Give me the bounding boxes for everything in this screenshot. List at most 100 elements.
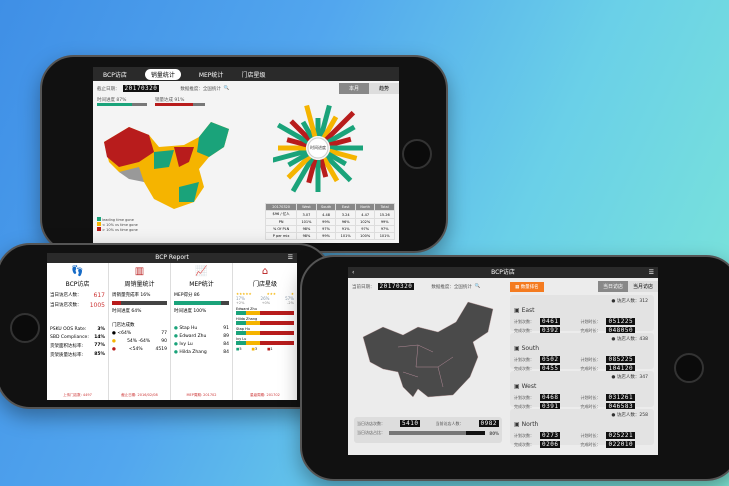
sales-dashboard-screen: BCP访店 销量统计 MEP统计 门店星级 截止日期： 20170320 数据推… xyxy=(93,67,399,243)
region-card-south[interactable]: ▣ South ● 访店人数：438 计划次数： 0502 计划时长： 085225 … xyxy=(510,333,654,372)
china-sales-map[interactable] xyxy=(99,117,239,212)
china-visit-map[interactable] xyxy=(358,297,498,407)
region-card-west[interactable]: ▣ West ● 访店人数：347 计划次数： 0468 计划时长： 031261 完… xyxy=(510,371,654,410)
table-cell: 99% xyxy=(315,232,337,240)
radial-segment[interactable] xyxy=(276,122,309,145)
radial-segment[interactable] xyxy=(290,157,315,193)
radial-segment[interactable] xyxy=(318,104,332,138)
tab-bcp[interactable]: BCP访店 xyxy=(103,71,127,79)
column-title: MEP统计 xyxy=(189,281,214,288)
table-cell: % Of PLN xyxy=(264,225,298,233)
table-header-cell: North xyxy=(354,203,376,211)
table-cell: 97% xyxy=(354,225,376,233)
sales-table: 20170320 West South East North Total $96 / 亿人 3… xyxy=(264,203,395,240)
radial-segment[interactable] xyxy=(324,154,353,183)
star-person: Stap Hu xyxy=(236,327,294,335)
search-icon[interactable]: 🔍 xyxy=(474,284,481,289)
radial-segment[interactable] xyxy=(318,158,329,178)
chart-icon: 📈 xyxy=(195,266,208,277)
store-icon: ▣ xyxy=(514,345,522,352)
table-header: 20170320 West South East North Total xyxy=(264,203,395,211)
trend-toggle[interactable]: 趋势 xyxy=(368,83,399,94)
radial-segment[interactable] xyxy=(327,124,356,145)
top-phone: BCP访店 销量统计 MEP统计 门店星级 截止日期： 20170320 数据推… xyxy=(40,55,448,253)
radial-segment[interactable] xyxy=(330,145,363,151)
home-button[interactable] xyxy=(674,353,704,383)
tab-mep[interactable]: MEP统计 xyxy=(198,71,224,79)
home-button[interactable] xyxy=(10,313,40,343)
store-icon: ▣ xyxy=(514,307,522,314)
table-row: P per mix 98% 99% 101% 100% 101% xyxy=(264,232,395,240)
radial-segment[interactable] xyxy=(304,104,318,138)
store-stars-column[interactable]: ⌂ 门店星级 ★★★★★ ★★★ ★ 17% 26% 57% +2% +0% -2% Edw… xyxy=(233,263,297,400)
table-cell: $96 / 亿人 xyxy=(264,210,298,219)
star-person: Hilda Zhang xyxy=(236,317,294,325)
table-header-cell: Total xyxy=(374,203,395,211)
table-header-cell: 20170320 xyxy=(264,203,298,211)
visits-value: 5410 xyxy=(400,420,421,427)
column-footer: 截止日期: 2016/02/08 xyxy=(121,393,158,397)
table-cell: 3.07 xyxy=(296,210,317,219)
table-row: PN 101% 99% 96% 102% 99% xyxy=(264,218,395,226)
legend-under10: < 10% vs time gone xyxy=(97,222,138,227)
rank-button[interactable]: ▦ 数量排名 xyxy=(510,282,544,292)
radial-segment[interactable] xyxy=(327,151,347,167)
radial-segment[interactable] xyxy=(324,110,356,142)
radial-segment[interactable] xyxy=(273,148,308,163)
mep-column[interactable]: 📈 MEP统计 MEP得分 86 时间进度 100% ● Stap Hu 91 ●… xyxy=(171,263,233,400)
person-icon: ● xyxy=(611,337,617,342)
people-value: 0982 xyxy=(478,420,499,427)
radial-segment[interactable] xyxy=(289,119,312,142)
radial-segment[interactable] xyxy=(287,151,309,168)
radial-segment[interactable] xyxy=(315,118,321,136)
region-card-east[interactable]: ▣ East ● 访店人数：312 计划次数： 0461 计划时长： 051225 完… xyxy=(510,295,654,334)
radial-segment[interactable] xyxy=(278,145,306,151)
report-title: BCP Report xyxy=(155,254,189,261)
today-toggle[interactable]: 当日访店 xyxy=(597,281,628,292)
home-button[interactable] xyxy=(402,139,432,169)
radial-segment[interactable] xyxy=(306,158,318,184)
menu-icon[interactable]: ☰ xyxy=(287,254,293,261)
month-toggle[interactable]: 本月 xyxy=(338,83,369,94)
tab-bar: BCP访店 销量统计 MEP统计 门店星级 xyxy=(93,67,399,81)
legend-leading: leading time gone xyxy=(97,217,138,222)
table-cell: PN xyxy=(264,218,298,226)
table-cell: 15.26 xyxy=(374,210,395,219)
table-header-cell: East xyxy=(335,203,356,211)
bcp-visit-column[interactable]: 👣 BCP访店 当日访店人数： 617 当日访店次数： 1005 PSKU OOS … xyxy=(47,263,109,400)
radial-segment[interactable] xyxy=(300,120,315,139)
radial-segment[interactable] xyxy=(321,115,339,139)
time-progress-bar xyxy=(97,103,147,106)
dimension-label: 数据推度：全国统计 xyxy=(431,284,472,290)
column-title: 周销量统计 xyxy=(124,281,155,288)
back-icon[interactable]: ‹ xyxy=(352,269,355,276)
table-cell: 98% xyxy=(296,232,317,240)
month-toggle[interactable]: 当月访店 xyxy=(627,281,658,292)
store-icon: ▣ xyxy=(514,383,522,390)
table-cell: 97% xyxy=(374,225,395,233)
weekly-sales-column[interactable]: ▥ 周销量统计 周销量完成率 16% 时间进度 64% 门店达成数 ● <64%… xyxy=(109,263,171,400)
tab-stars[interactable]: 门店星级 xyxy=(241,71,266,79)
tab-sales[interactable]: 销量统计 xyxy=(144,68,181,80)
date-value[interactable]: 20170320 xyxy=(122,85,160,92)
table-cell: 97% xyxy=(315,225,337,233)
person-icon: ● xyxy=(611,413,617,418)
date-value[interactable]: 20170320 xyxy=(377,283,415,290)
search-icon[interactable]: 🔍 xyxy=(223,86,230,91)
radial-segment[interactable] xyxy=(321,157,340,183)
people-label: 当前访店人数： xyxy=(435,420,464,426)
table-cell: 99% xyxy=(315,218,337,226)
menu-icon[interactable]: ☰ xyxy=(648,269,654,276)
rate-bar xyxy=(389,431,486,435)
footprint-icon: 👣 xyxy=(71,266,84,277)
radial-segment[interactable] xyxy=(286,154,312,180)
radial-segment[interactable] xyxy=(328,148,358,161)
radial-progress-chart[interactable]: 时间进度 xyxy=(273,103,363,193)
radial-segment[interactable] xyxy=(315,160,321,192)
star-person: Edward Zhu xyxy=(236,307,294,315)
table-cell: 101% xyxy=(374,232,395,240)
radial-segment[interactable] xyxy=(286,137,308,148)
region-card-north[interactable]: ▣ North ● 访店人数：258 计划次数： 0273 计划时长： 025221 … xyxy=(510,409,654,448)
radial-segment[interactable] xyxy=(328,136,352,148)
table-cell: P per mix xyxy=(264,232,298,240)
